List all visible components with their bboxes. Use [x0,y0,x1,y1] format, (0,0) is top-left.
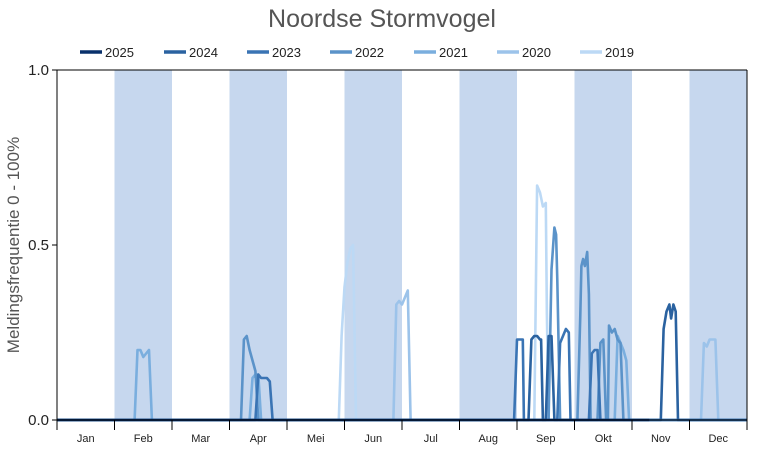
series-line-2021 [57,334,747,422]
series-line-2022 [57,226,747,422]
month-band-aug [459,70,517,420]
legend-label-2024: 2024 [189,45,218,60]
month-bands [114,70,747,420]
x-tick-label-apr: Apr [250,433,267,445]
legend-label-2022: 2022 [355,45,384,60]
x-tick-label-mei: Mei [307,433,325,445]
y-tick-label: 1.0 [28,62,49,79]
x-tick-label-dec: Dec [708,433,728,445]
x-tick-label-jul: Jul [424,433,438,445]
legend-label-2021: 2021 [439,45,468,60]
chart-title: Noordse Stormvogel [268,5,496,33]
y-axis-label: Meldingsfrequentie 0 - 100% [4,137,23,353]
legend: 2025 2024 2023 2022 2021 2020 2019 [80,45,634,60]
y-tick-label: 0.0 [28,412,49,429]
x-tick-label-mar: Mar [191,433,210,445]
x-ticks: Jan Feb Mar Apr Mei Jun Jul Aug Sep Okt Nov Dec [56,420,748,445]
x-tick-label-sep: Sep [536,433,556,445]
y-ticks: 0.0 0.5 1.0 [28,62,57,429]
legend-label-2023: 2023 [272,45,301,60]
y-tick-label: 0.5 [28,237,49,254]
x-tick-label-okt: Okt [595,433,612,445]
series-line-2024 [57,303,747,422]
x-tick-label-feb: Feb [134,433,153,445]
legend-label-2019: 2019 [605,45,634,60]
x-tick-label-aug: Aug [478,433,498,445]
month-band-feb [114,70,172,420]
x-tick-label-jun: Jun [364,433,382,445]
x-tick-label-jan: Jan [77,433,95,445]
month-band-apr [229,70,287,420]
month-band-dec [689,70,747,420]
legend-label-2020: 2020 [522,45,551,60]
x-tick-label-nov: Nov [651,433,671,445]
legend-label-2025: 2025 [105,45,134,60]
